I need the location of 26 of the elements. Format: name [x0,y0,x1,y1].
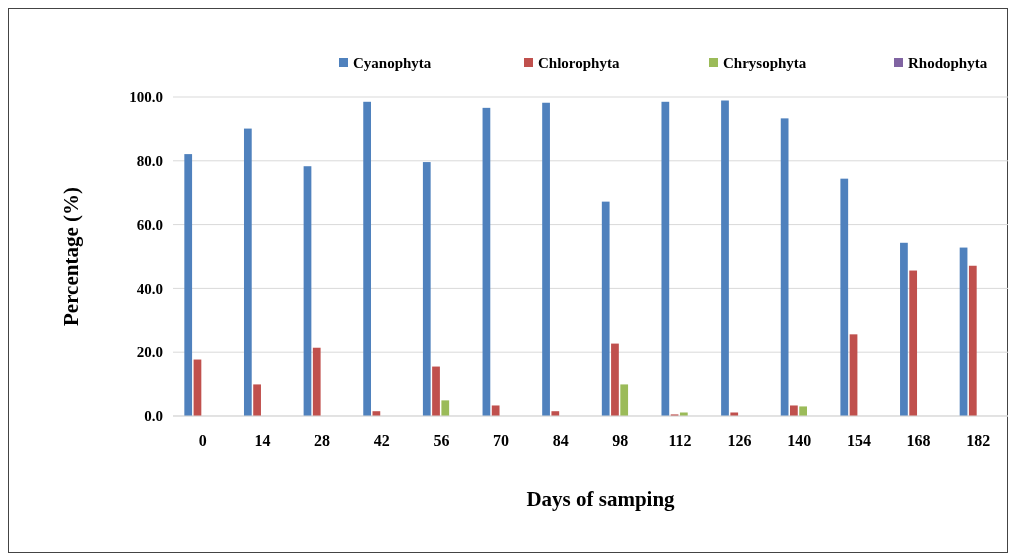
x-tick-label: 112 [668,432,692,449]
x-tick-label: 84 [552,432,569,449]
x-tick-label: 98 [612,432,629,449]
legend-label: Rhodophyta [908,55,988,72]
y-axis-title: Percentage (%) [59,187,83,326]
x-axis-title: Days of samping [526,487,676,511]
x-tick-label: 0 [198,432,207,449]
legend-label: Cyanophyta [353,55,432,72]
y-tick-label: 0.0 [144,408,163,425]
y-tick-label: 60.0 [136,216,163,233]
x-tick-label: 56 [433,432,450,449]
y-tick-label: 100.0 [129,89,163,106]
y-tick-label: 80.0 [136,153,163,170]
x-tick-label: 126 [727,432,752,449]
x-tick-label: 140 [787,432,812,449]
x-tick-label: 14 [254,432,271,449]
x-tick-label: 154 [846,432,871,449]
x-tick-label: 28 [314,432,331,449]
y-tick-label: 40.0 [136,280,163,297]
x-tick-label: 168 [906,432,931,449]
y-tick-label: 20.0 [136,344,163,361]
x-tick-label: 182 [966,432,991,449]
x-tick-label: 70 [493,432,510,449]
x-tick-label: 42 [373,432,390,449]
legend-label: Chlorophyta [538,55,620,72]
legend-label: Chrysophyta [723,55,807,72]
